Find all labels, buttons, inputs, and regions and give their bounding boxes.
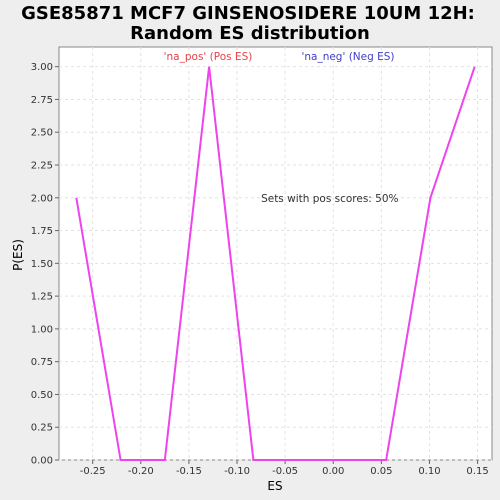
y-axis-label: P(ES) — [11, 239, 25, 271]
y-tick-label: 0.00 — [31, 456, 53, 467]
annotation-pos-scores: Sets with pos scores: 50% — [261, 193, 398, 205]
y-tick-label: 3.00 — [31, 62, 53, 73]
y-tick-label: 1.50 — [31, 259, 53, 270]
y-tick-label: 0.50 — [31, 390, 53, 401]
x-tick-label: 0.15 — [466, 466, 488, 477]
y-tick-label: 2.00 — [31, 193, 53, 204]
y-tick-label: 0.75 — [31, 357, 53, 368]
chart-title-line2: Random ES distribution — [130, 23, 370, 44]
y-axis-ticks: 0.00 0.25 0.50 0.75 1.00 1.25 1.50 1.75 2.00 2.25… — [31, 62, 59, 467]
x-tick-label: -0.15 — [176, 466, 202, 477]
y-tick-label: 0.25 — [31, 423, 53, 434]
legend-pos: 'na_pos' (Pos ES) — [164, 51, 253, 63]
plot-area — [58, 46, 493, 461]
y-tick-label: 2.50 — [31, 128, 53, 139]
x-axis-label: ES — [267, 479, 282, 493]
y-tick-label: 2.25 — [31, 161, 53, 172]
y-tick-label: 1.00 — [31, 324, 53, 335]
x-axis-ticks: -0.25 -0.20 -0.15 -0.10 -0.05 0.00 0.05 0.10 0.1… — [80, 460, 489, 477]
x-tick-label: -0.10 — [224, 466, 250, 477]
es-distribution-line — [75, 66, 476, 461]
x-tick-label: 0.00 — [322, 466, 344, 477]
series-lines — [75, 66, 476, 461]
chart-title-line1: GSE85871 MCF7 GINSENOSIDERE 10UM 12H: — [21, 3, 475, 24]
y-tick-label: 1.25 — [31, 292, 53, 303]
grid-lines — [59, 47, 492, 461]
legend-neg: 'na_neg' (Neg ES) — [301, 51, 394, 63]
x-tick-label: 0.10 — [418, 466, 440, 477]
x-tick-label: -0.05 — [272, 466, 298, 477]
x-tick-label: 0.05 — [370, 466, 392, 477]
y-tick-label: 1.75 — [31, 226, 53, 237]
x-tick-label: -0.20 — [128, 466, 154, 477]
x-tick-label: -0.25 — [80, 466, 106, 477]
y-tick-label: 2.75 — [31, 95, 53, 106]
